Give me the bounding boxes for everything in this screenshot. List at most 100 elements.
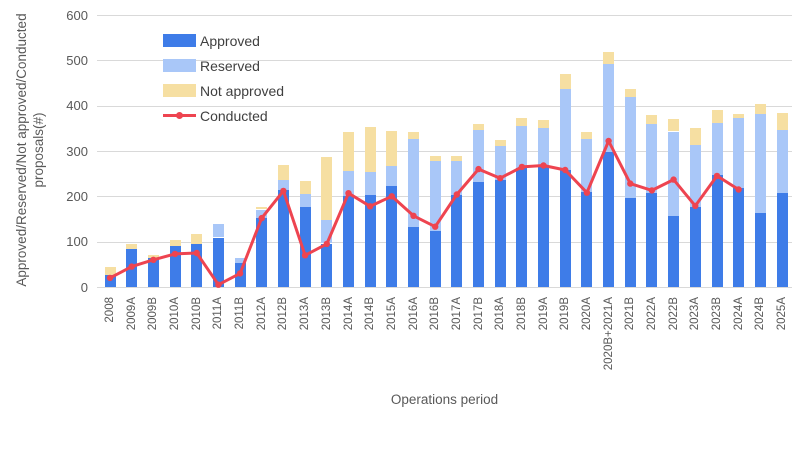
bar-segment-approved [646, 193, 658, 287]
y-tick-label: 300 [66, 143, 88, 159]
bar-segment-approved [147, 258, 159, 287]
bar-segment-not-approved [386, 130, 398, 166]
x-tick-label: 2011A [212, 297, 225, 330]
bar-segment-not-approved [451, 156, 463, 162]
x-tick-label: 2010B [190, 297, 203, 331]
bar-segment-not-approved [299, 180, 311, 195]
x-tick-label: 2018B [515, 297, 528, 331]
bar-segment-approved [689, 207, 701, 287]
bar-segment-not-approved [429, 156, 441, 161]
x-tick-label: 2017A [450, 297, 463, 331]
bar-segment-reserved [451, 161, 463, 195]
bar-segment-not-approved [538, 120, 549, 129]
x-tick-label: 2011B [234, 297, 247, 330]
x-tick-label: 2019B [559, 297, 572, 331]
bar-segment-reserved [776, 129, 788, 194]
y-tick-label: 200 [66, 188, 88, 204]
bar-segment-reserved [256, 209, 268, 219]
bar-segment-not-approved [581, 131, 593, 140]
bar-segment-reserved [711, 123, 723, 175]
bar-segment-approved [299, 207, 311, 287]
bar-segment-not-approved [603, 51, 615, 64]
x-tick-label: 2023B [711, 297, 723, 331]
x-tick-label: 2013B [320, 297, 333, 331]
bar-segment-not-approved [169, 239, 181, 247]
bar-segment-not-approved [147, 254, 159, 259]
x-tick-label: 2013A [299, 297, 312, 331]
x-tick-label: 2014B [364, 297, 377, 331]
y-tick-label: 100 [66, 234, 88, 250]
y-axis-title: Approved/Reserved/Not approved/Conducted… [13, 0, 47, 300]
bar-segment-approved [429, 230, 441, 287]
bar-segment-approved [169, 246, 181, 287]
legend-label-approved: Approved [200, 32, 260, 49]
bar-segment-not-approved [646, 115, 658, 125]
x-tick-label: 2022B [667, 297, 680, 331]
bar-segment-approved [277, 190, 289, 287]
bar-segment-reserved [646, 124, 658, 194]
bar-segment-not-approved [256, 206, 268, 210]
bar-segment-not-approved [516, 117, 528, 126]
bar-segment-not-approved [494, 140, 506, 146]
bar-segment-not-approved [408, 132, 419, 140]
bar-segment-reserved [733, 118, 745, 189]
x-tick-label: 2016A [407, 297, 420, 331]
legend-item-conducted: Conducted [163, 103, 284, 128]
bar-segment-approved [191, 243, 203, 287]
bar-segment-approved [668, 215, 680, 287]
bar-segment-approved [581, 191, 593, 287]
legend-label-conducted: Conducted [200, 107, 268, 124]
bar-segment-reserved [581, 139, 593, 192]
bar-segment-approved [212, 237, 224, 287]
bar-segment-reserved [408, 139, 419, 228]
bar-segment-approved [364, 195, 376, 287]
bar-segment-approved [234, 263, 246, 287]
bar-segment-not-approved [321, 157, 333, 220]
gridline [97, 287, 792, 288]
bar-segment-approved [343, 196, 354, 287]
gridline [97, 105, 792, 107]
bar-segment-not-approved [733, 113, 745, 119]
legend-item-not-approved: Not approved [163, 78, 284, 103]
bar-segment-approved [408, 227, 419, 287]
y-tick-label: 0 [80, 279, 88, 295]
bar-segment-not-approved [711, 110, 723, 124]
x-tick-label: 2014A [342, 297, 355, 331]
gridline [97, 15, 792, 16]
bar-segment-reserved [234, 257, 246, 263]
bar-segment-not-approved [277, 165, 289, 181]
x-tick-label: 2024B [754, 297, 767, 331]
bar-segment-approved [494, 180, 506, 287]
bar-segment-reserved [559, 88, 571, 170]
bar-segment-approved [104, 274, 116, 287]
x-tick-label: 2021B [624, 297, 637, 331]
bar-segment-approved [603, 152, 615, 287]
bar-segment-reserved [212, 224, 224, 238]
bar-segment-reserved [516, 125, 528, 169]
reserved-swatch-icon [163, 59, 196, 72]
bar-segment-approved [473, 181, 484, 287]
x-tick-label: 2008 [104, 297, 116, 323]
y-tick-label: 600 [66, 7, 88, 23]
bar-segment-not-approved [104, 267, 116, 275]
legend-label-not-approved: Not approved [200, 82, 285, 99]
bar-segment-approved [711, 175, 723, 287]
x-tick-label: 2025A [776, 297, 788, 331]
bar-segment-reserved [668, 131, 680, 216]
conducted-line-swatch-icon [163, 109, 196, 122]
x-axis-title: Operations period [390, 392, 499, 407]
bar-segment-not-approved [624, 89, 636, 97]
bar-segment-not-approved [473, 124, 484, 130]
legend-item-reserved: Reserved [163, 53, 284, 78]
gridline [97, 151, 792, 152]
x-tick-label: 2012B [277, 297, 290, 331]
x-tick-label: 2010A [169, 297, 181, 331]
conducted-line [109, 139, 740, 287]
bar-segment-approved [516, 168, 528, 287]
bar-segment-approved [733, 188, 745, 287]
x-tick-label: 2018A [494, 297, 507, 331]
bar-segment-approved [754, 212, 766, 287]
bar-segment-not-approved [776, 113, 788, 130]
